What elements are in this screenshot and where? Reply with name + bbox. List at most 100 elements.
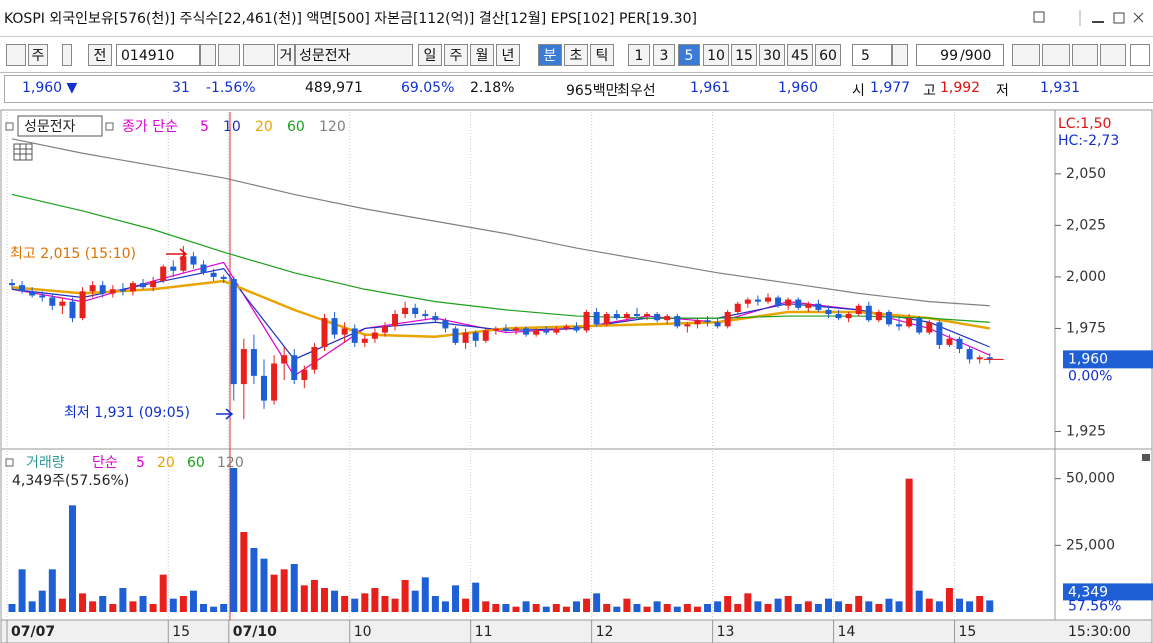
- volume-bar: [240, 532, 248, 612]
- candle-body: [29, 291, 36, 296]
- volume-bar: [452, 585, 460, 612]
- amount: 965백만: [566, 83, 619, 99]
- dropdown[interactable]: [62, 44, 72, 66]
- checkbox[interactable]: [1130, 44, 1150, 66]
- volume-bar: [421, 577, 429, 612]
- period-button[interactable]: 틱: [590, 44, 614, 66]
- volume-bar: [532, 604, 540, 612]
- period-button[interactable]: 초: [564, 44, 588, 66]
- period-button[interactable]: 년: [496, 44, 520, 66]
- change-rate: -1.56%: [206, 80, 256, 96]
- y-tick-label: 2,000: [1066, 269, 1106, 285]
- volume-bar: [643, 606, 651, 612]
- volume-bar: [976, 596, 984, 612]
- interval-button[interactable]: 15: [731, 44, 757, 66]
- last-rate-label: 57.56%: [1068, 598, 1121, 614]
- interval-button[interactable]: 45: [787, 44, 813, 66]
- volume-bar: [38, 590, 46, 612]
- volume-bar: [653, 601, 661, 612]
- title: KOSPI 외국인보유[576(천)] 주식수[22,461(천)] 액면[50…: [4, 11, 697, 27]
- volume-bar: [280, 569, 288, 612]
- interval-button[interactable]: 5: [678, 44, 700, 66]
- maximize-icon[interactable]: [1113, 12, 1125, 24]
- interval-button[interactable]: 60: [815, 44, 841, 66]
- interval-button[interactable]: 3: [653, 44, 675, 66]
- period-button[interactable]: 분: [538, 44, 562, 66]
- candle-body: [69, 301, 76, 319]
- y-tick-label: 50,000: [1066, 471, 1115, 487]
- candle-body: [654, 314, 661, 321]
- sound-button[interactable]: [243, 44, 275, 66]
- code-input[interactable]: 014910: [116, 44, 200, 66]
- candle-body: [160, 266, 167, 282]
- toolbar-button[interactable]: 거: [277, 44, 295, 66]
- volume-bar: [149, 604, 157, 612]
- candle-body: [412, 307, 419, 315]
- table-icon[interactable]: [13, 143, 33, 161]
- candle-body: [966, 349, 973, 360]
- save-icon[interactable]: [1072, 44, 1098, 66]
- window-controls[interactable]: [1030, 8, 1150, 28]
- tool-icon[interactable]: [1042, 44, 1070, 66]
- tool-icon[interactable]: [1012, 44, 1040, 66]
- low-label: 저: [996, 83, 1009, 99]
- volume-bar: [986, 600, 994, 612]
- volume-bar: [401, 580, 409, 612]
- stock-name[interactable]: 성문전자: [295, 44, 413, 66]
- volume-bar: [441, 601, 449, 612]
- settings-icon[interactable]: [1100, 44, 1126, 66]
- interval-select[interactable]: 5: [852, 44, 892, 66]
- x-tick-label: 14: [838, 624, 856, 640]
- pane-close[interactable]: [1142, 454, 1150, 461]
- candle-body: [502, 328, 509, 331]
- x-tick-label: 12: [596, 624, 614, 640]
- candle-body: [543, 330, 550, 333]
- best-label: 최우선: [617, 83, 656, 99]
- search-button[interactable]: [218, 44, 240, 66]
- interval-button[interactable]: 1: [628, 44, 650, 66]
- volume-bar: [341, 596, 349, 612]
- candle-body: [452, 328, 459, 343]
- table-icon-grid: [14, 144, 32, 160]
- candle-body: [381, 326, 388, 333]
- volume-bar: [320, 588, 328, 612]
- interval-button[interactable]: 10: [703, 44, 729, 66]
- count-input[interactable]: 99: [916, 44, 960, 66]
- candle-body: [361, 338, 368, 343]
- candle-body: [482, 330, 489, 341]
- candle-body: [109, 289, 116, 294]
- period-button[interactable]: 월: [470, 44, 494, 66]
- volume-bar: [734, 604, 742, 612]
- volume-bar: [562, 606, 570, 612]
- volume-bar: [99, 596, 107, 612]
- volume-bar: [28, 601, 36, 612]
- close-icon[interactable]: [1133, 12, 1144, 23]
- volume: 489,971: [305, 80, 363, 96]
- restore-icon[interactable]: [1033, 11, 1045, 23]
- interval-button[interactable]: 30: [759, 44, 785, 66]
- dropdown[interactable]: [200, 44, 216, 66]
- dropdown[interactable]: [892, 44, 908, 66]
- volume-bar: [270, 574, 278, 612]
- volume-bar: [159, 574, 167, 612]
- legend-prefix: 종가 단순: [122, 119, 178, 135]
- lc-label: LC:1,50: [1058, 116, 1111, 132]
- candle-body: [261, 375, 267, 401]
- high: 1,992: [940, 80, 981, 96]
- volume-bar: [814, 604, 822, 612]
- candle-body: [553, 328, 560, 333]
- period-button[interactable]: 주: [444, 44, 468, 66]
- candle-body: [835, 314, 842, 319]
- volume-bar: [593, 593, 601, 612]
- menu-icon[interactable]: [6, 44, 26, 66]
- volume-bar: [663, 604, 671, 612]
- candle-body: [200, 264, 207, 273]
- candle-body: [734, 303, 741, 312]
- volume-bar: [310, 580, 318, 612]
- volume-bar: [331, 590, 339, 612]
- legend-prefix: 단순: [92, 455, 118, 471]
- toolbar-button[interactable]: 전: [88, 44, 112, 66]
- x-tick-label: 07/07: [11, 624, 55, 640]
- toolbar-button[interactable]: 주: [28, 44, 48, 66]
- period-button[interactable]: 일: [418, 44, 442, 66]
